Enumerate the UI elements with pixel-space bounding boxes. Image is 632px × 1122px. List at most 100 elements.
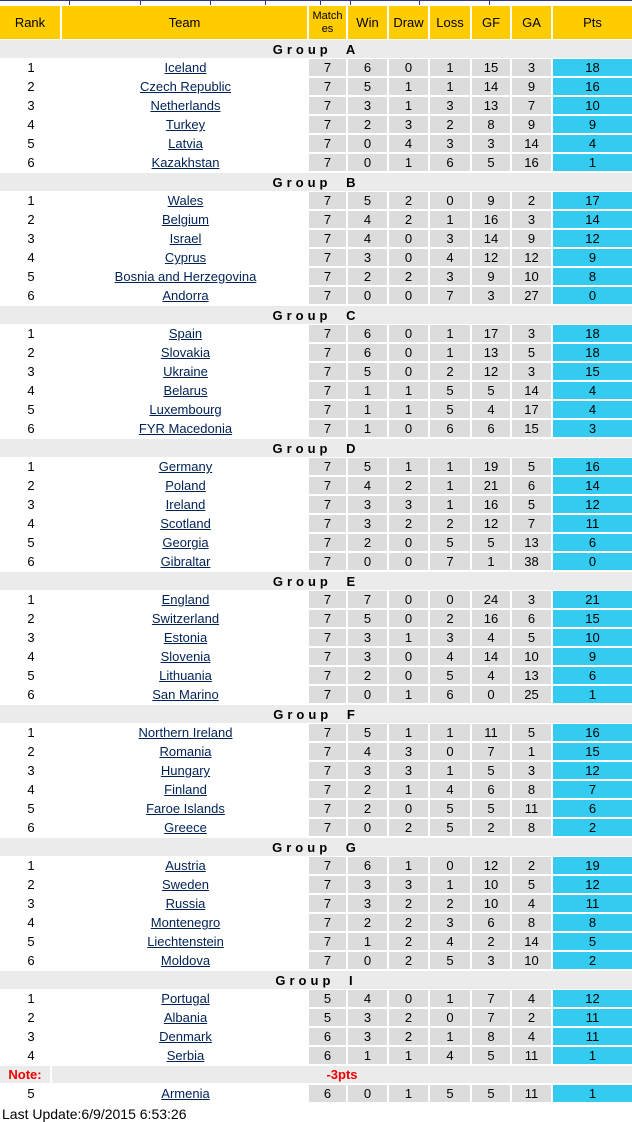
win-cell: 0 (348, 153, 389, 172)
team-link[interactable]: Bosnia and Herzegovina (114, 269, 257, 284)
draw-cell: 0 (389, 533, 430, 552)
team-link[interactable]: Latvia (168, 136, 203, 151)
team-link[interactable]: Germany (158, 459, 213, 474)
team-link[interactable]: Georgia (162, 535, 209, 550)
team-link[interactable]: Montenegro (150, 915, 221, 930)
matches-cell: 7 (309, 742, 348, 761)
matches-cell: 7 (309, 77, 348, 96)
team-link[interactable]: Greece (164, 820, 207, 835)
team-link[interactable]: Denmark (159, 1029, 212, 1044)
team-link[interactable]: Serbia (166, 1048, 205, 1063)
team-link[interactable]: Netherlands (150, 98, 221, 113)
team-link[interactable]: Turkey (165, 117, 206, 132)
team-link[interactable]: Slovenia (160, 649, 211, 664)
grid-tick (320, 1, 321, 5)
team-link[interactable]: Andorra (162, 288, 209, 303)
team-link[interactable]: Portugal (161, 991, 210, 1006)
team-link[interactable]: Czech Republic (139, 79, 232, 94)
team-link[interactable]: Iceland (164, 60, 207, 75)
team-link[interactable]: Armenia (161, 1086, 210, 1101)
gf-cell: 8 (472, 115, 512, 134)
team-link[interactable]: Israel (169, 231, 202, 246)
team-link[interactable]: Belarus (163, 383, 208, 398)
pts-cell: 11 (553, 1008, 632, 1027)
team-link[interactable]: Albania (163, 1010, 208, 1025)
gf-cell: 5 (472, 153, 512, 172)
team-link[interactable]: Poland (165, 478, 206, 493)
table-row: 3 Israel 7 4 0 3 14 9 12 (0, 229, 632, 248)
team-link[interactable]: Ireland (165, 497, 206, 512)
draw-cell: 2 (389, 913, 430, 932)
matches-cell: 5 (309, 1008, 348, 1027)
rank-cell: 5 (0, 1084, 62, 1103)
pts-cell: 19 (553, 856, 632, 875)
team-link[interactable]: Faroe Islands (146, 801, 225, 816)
team-link[interactable]: Northern Ireland (138, 725, 233, 740)
group-header: Group G (0, 837, 632, 856)
draw-cell: 2 (389, 894, 430, 913)
matches-cell: 7 (309, 533, 348, 552)
team-link[interactable]: Scotland (160, 516, 211, 531)
team-link[interactable]: Gibraltar (160, 554, 211, 569)
column-header-ga: GA (512, 6, 553, 39)
ga-cell: 3 (512, 362, 553, 381)
gf-cell: 5 (472, 761, 512, 780)
team-link[interactable]: Romania (159, 744, 212, 759)
team-link[interactable]: Lithuania (159, 668, 212, 683)
team-link[interactable]: Finland (164, 782, 207, 797)
win-cell: 2 (348, 913, 389, 932)
rank-cell: 5 (0, 666, 62, 685)
rank-cell: 1 (0, 324, 62, 343)
win-cell: 3 (348, 495, 389, 514)
draw-cell: 0 (389, 647, 430, 666)
loss-cell: 1 (430, 989, 472, 1008)
team-link[interactable]: San Marino (152, 687, 219, 702)
team-link[interactable]: Switzerland (151, 611, 220, 626)
team-cell: Scotland (62, 514, 309, 533)
pts-cell: 0 (553, 552, 632, 571)
loss-cell: 0 (430, 590, 472, 609)
loss-cell: 5 (430, 818, 472, 837)
team-link[interactable]: Kazakhstan (151, 155, 220, 170)
draw-cell: 1 (389, 1084, 430, 1103)
team-link[interactable]: Slovakia (160, 345, 211, 360)
matches-cell: 7 (309, 210, 348, 229)
team-link[interactable]: Liechtenstein (147, 934, 224, 949)
team-link[interactable]: Moldova (160, 953, 211, 968)
pts-cell: 8 (553, 267, 632, 286)
team-link[interactable]: England (161, 592, 210, 607)
team-link[interactable]: Spain (168, 326, 203, 341)
ga-cell: 27 (512, 286, 553, 305)
team-link[interactable]: FYR Macedonia (138, 421, 233, 436)
win-cell: 3 (348, 894, 389, 913)
matches-cell: 7 (309, 609, 348, 628)
team-link[interactable]: Estonia (163, 630, 208, 645)
team-link[interactable]: Wales (167, 193, 204, 208)
win-cell: 4 (348, 742, 389, 761)
rank-cell: 3 (0, 1027, 62, 1046)
win-cell: 7 (348, 590, 389, 609)
loss-cell: 1 (430, 58, 472, 77)
team-link[interactable]: Belgium (162, 212, 209, 227)
loss-cell: 3 (430, 134, 472, 153)
matches-cell: 7 (309, 932, 348, 951)
win-cell: 3 (348, 96, 389, 115)
ga-cell: 14 (512, 381, 553, 400)
team-link[interactable]: Ukraine (163, 364, 208, 379)
gf-cell: 5 (472, 381, 512, 400)
matches-cell: 7 (309, 799, 348, 818)
win-cell: 5 (348, 191, 389, 210)
table-row: 3 Netherlands 7 3 1 3 13 7 10 (0, 96, 632, 115)
pts-cell: 12 (553, 761, 632, 780)
team-link[interactable]: Russia (165, 896, 206, 911)
team-link[interactable]: Luxembourg (149, 402, 222, 417)
loss-cell: 3 (430, 229, 472, 248)
team-link[interactable]: Austria (165, 858, 206, 873)
team-link[interactable]: Sweden (162, 877, 209, 892)
team-link[interactable]: Hungary (160, 763, 211, 778)
team-cell: Czech Republic (62, 77, 309, 96)
pts-cell: 4 (553, 400, 632, 419)
table-row: 6 Gibraltar 7 0 0 7 1 38 0 (0, 552, 632, 571)
table-row: 2 Poland 7 4 2 1 21 6 14 (0, 476, 632, 495)
team-link[interactable]: Cyprus (164, 250, 207, 265)
